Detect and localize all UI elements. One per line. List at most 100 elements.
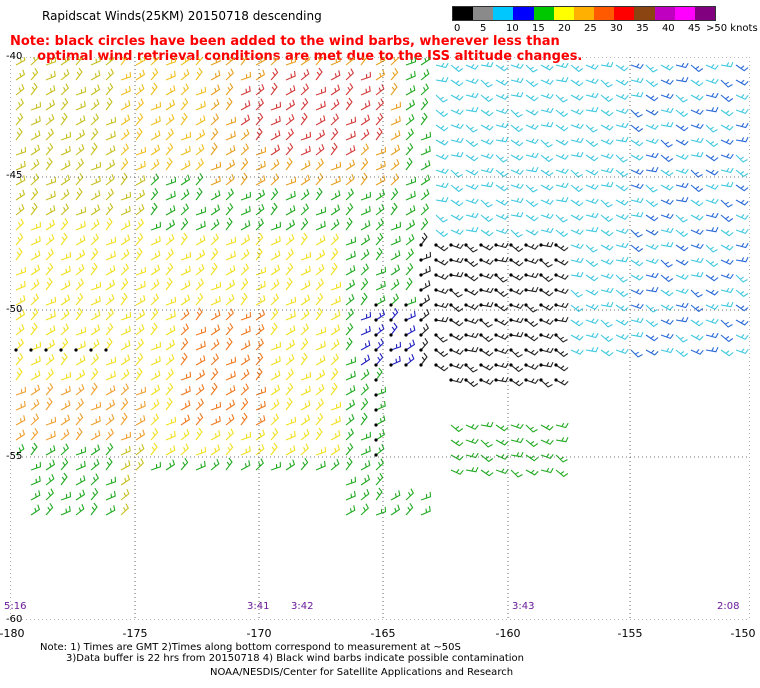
wind-barb (420, 203, 429, 216)
wind-barb (450, 377, 464, 384)
wind-barb (585, 274, 599, 282)
wind-barb (150, 144, 161, 156)
wind-barb (495, 184, 509, 192)
wind-barb (210, 204, 221, 216)
wind-barb (90, 296, 101, 306)
wind-barb (285, 176, 297, 186)
wind-barb (15, 323, 25, 336)
legend-tick-label: 5 (479, 23, 487, 34)
wind-barb (300, 188, 310, 201)
wind-barb (270, 57, 279, 66)
wind-barb (495, 348, 509, 355)
wind-barb (330, 204, 341, 216)
wind-barb (375, 266, 387, 276)
wind-barb (705, 124, 718, 133)
wind-barb (165, 277, 173, 291)
contamination-dot (479, 363, 483, 367)
wind-barb (585, 184, 599, 190)
wind-barb (90, 368, 99, 381)
wind-barb (330, 218, 340, 231)
wind-barb (105, 413, 115, 426)
contamination-dot (434, 288, 438, 292)
wind-barb (255, 323, 265, 336)
wind-barb (510, 364, 524, 373)
wind-barb (345, 203, 354, 216)
wind-barb (675, 334, 688, 343)
wind-barb (90, 113, 99, 126)
wind-barb (450, 214, 464, 221)
wind-barb (510, 349, 523, 358)
wind-barb (735, 122, 749, 129)
wind-barb (150, 370, 161, 381)
wind-barb (465, 379, 479, 388)
wind-barb (195, 427, 203, 441)
contamination-dot (494, 243, 498, 247)
wind-barb (75, 235, 86, 246)
wind-barb (675, 139, 689, 146)
wind-barb (15, 415, 26, 426)
wind-barb (255, 161, 266, 171)
wind-barb (435, 229, 449, 238)
wind-barb (315, 355, 326, 366)
wind-barb (615, 319, 629, 326)
wind-barb (675, 259, 689, 266)
wind-barb (180, 131, 192, 141)
wind-barb (450, 424, 464, 433)
wind-barb (135, 83, 145, 96)
wind-barb (30, 341, 42, 351)
wind-barb (360, 143, 369, 156)
wind-barb (480, 153, 494, 160)
contamination-dot (539, 318, 543, 322)
contamination-dot (374, 393, 378, 397)
wind-barb (600, 229, 614, 237)
legend-swatch (614, 7, 635, 20)
wind-barb (270, 101, 282, 111)
speed-legend: 0 5 10 15 20 25 30 35 40 45 >50 knots (452, 6, 758, 35)
wind-barb (345, 145, 356, 156)
wind-barb (150, 413, 159, 426)
wind-barb (420, 251, 432, 261)
wind-barb (255, 146, 267, 156)
wind-barb (180, 338, 189, 351)
legend-swatch (453, 7, 474, 20)
wind-barb (510, 259, 524, 267)
wind-barb (615, 214, 629, 220)
wind-barb (480, 273, 494, 280)
wind-barb (645, 319, 659, 328)
wind-barb (405, 277, 413, 291)
wind-barb (210, 98, 220, 111)
lon-label-175: -175 (122, 627, 148, 640)
wind-barb (195, 341, 206, 351)
wind-barb (480, 334, 494, 343)
wind-barb (660, 213, 674, 220)
wind-barb (465, 184, 479, 190)
wind-barb (570, 334, 584, 341)
wind-barb (540, 213, 554, 220)
wind-barb (375, 218, 384, 231)
wind-barb (240, 368, 250, 381)
wind-barb (285, 263, 294, 276)
wind-barb (165, 248, 174, 261)
wind-barb (75, 383, 85, 396)
wind-barb (375, 458, 384, 471)
contamination-dot (464, 318, 468, 322)
wind-barb (615, 334, 629, 340)
wind-barb (345, 236, 357, 246)
wind-barb (615, 304, 629, 312)
wind-barb (540, 139, 553, 148)
wind-barb (285, 368, 294, 381)
wind-barb (285, 99, 296, 111)
wind-barb (375, 247, 383, 261)
wind-barb (510, 183, 524, 190)
wind-barb (75, 355, 86, 366)
wind-barb (450, 469, 464, 475)
wind-barb (525, 124, 539, 130)
wind-barb (300, 352, 308, 366)
wind-barb (105, 279, 116, 291)
wind-barb (165, 233, 175, 246)
wind-barb (525, 229, 539, 236)
wind-barb (75, 221, 86, 231)
wind-barb (120, 71, 132, 81)
wind-barb (195, 206, 207, 216)
wind-barb (180, 83, 189, 96)
